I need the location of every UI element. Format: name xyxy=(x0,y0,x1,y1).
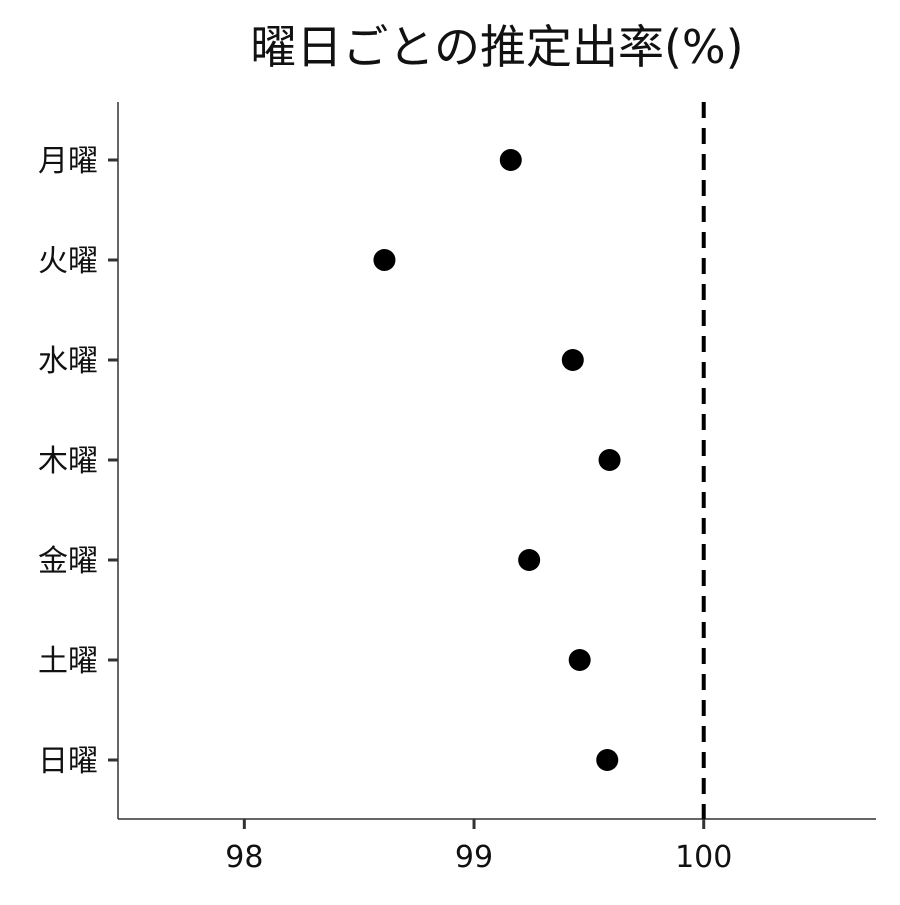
data-point xyxy=(373,249,396,271)
y-tick-label: 土曜 xyxy=(38,644,98,679)
x-tick-label: 100 xyxy=(675,840,732,875)
data-point xyxy=(568,649,591,671)
y-tick-label: 水曜 xyxy=(38,344,98,379)
y-tick-label: 金曜 xyxy=(38,544,98,579)
data-point xyxy=(561,349,584,371)
data-point xyxy=(518,549,541,571)
x-tick-label: 98 xyxy=(225,840,263,875)
data-point xyxy=(499,149,522,171)
y-tick-label: 木曜 xyxy=(38,444,98,479)
y-tick-label: 日曜 xyxy=(38,744,98,779)
y-tick-label: 火曜 xyxy=(38,244,98,279)
data-point xyxy=(598,449,621,471)
chart-title: 曜日ごとの推定出率(%) xyxy=(250,20,743,74)
x-tick-label: 99 xyxy=(455,840,493,875)
data-point xyxy=(596,749,619,771)
y-tick-label: 月曜 xyxy=(38,144,98,179)
points-layer xyxy=(373,149,621,771)
